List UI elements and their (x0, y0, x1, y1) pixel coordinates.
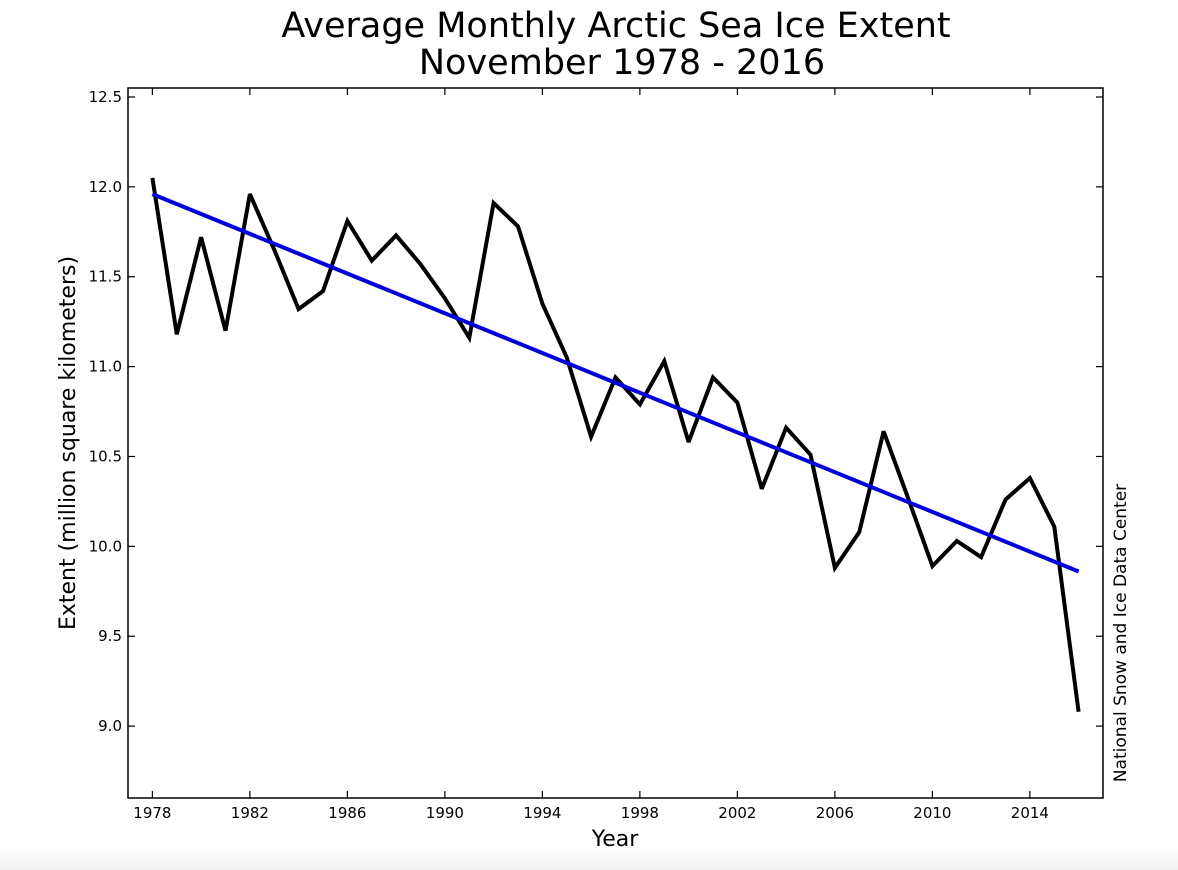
bottom-fade (0, 848, 1178, 870)
x-tick-label: 2010 (913, 804, 951, 822)
trend-line (151, 192, 1080, 574)
axis-ticks: 1978 1982 1986 1990 1994 1998 2002 2006 2010 2014… (89, 88, 1103, 822)
x-tick-label: 1982 (231, 804, 269, 822)
plot-area-frame (127, 87, 1104, 799)
y-tick-label: 11.5 (89, 268, 122, 286)
y-tick-label: 10.0 (89, 537, 122, 555)
x-tick-label: 1994 (523, 804, 561, 822)
y-tick-label: 10.5 (89, 447, 122, 465)
y-tick-label: 9.0 (98, 717, 122, 735)
y-tick-label: 12.5 (89, 88, 122, 106)
x-tick-label: 2014 (1011, 804, 1049, 822)
x-tick-label: 1998 (621, 804, 659, 822)
y-tick-label: 11.0 (89, 358, 122, 376)
y-tick-label: 9.5 (98, 627, 122, 645)
x-tick-label: 1990 (426, 804, 464, 822)
y-axis-label: Extent (million square kilometers) (56, 256, 81, 630)
x-tick-label: 2006 (816, 804, 854, 822)
x-tick-label: 2002 (718, 804, 756, 822)
chart-title: Average Monthly Arctic Sea Ice Extent (281, 6, 950, 46)
y-tick-label: 12.0 (89, 178, 122, 196)
credit-text: National Snow and Ice Data Center (1111, 484, 1131, 782)
x-axis-label: Year (591, 827, 640, 852)
chart-subtitle: November 1978 - 2016 (419, 43, 825, 83)
x-tick-label: 1978 (133, 804, 171, 822)
data-lines (150, 177, 1081, 712)
x-tick-label: 1986 (328, 804, 366, 822)
